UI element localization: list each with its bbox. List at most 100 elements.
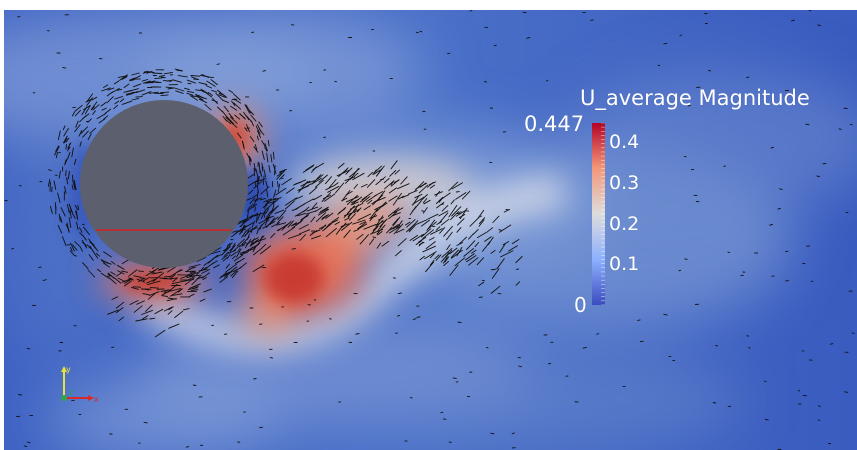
vector-glyph [769, 224, 774, 226]
vector-glyph [448, 204, 458, 218]
vector-glyph [424, 251, 437, 260]
vector-glyph [265, 180, 268, 188]
vector-glyph [65, 169, 67, 177]
vector-glyph [277, 183, 281, 193]
vector-glyph [266, 152, 269, 163]
vector-glyph [222, 99, 229, 104]
vector-glyph [131, 91, 139, 95]
vector-glyph [252, 238, 267, 244]
vector-glyph [114, 96, 124, 100]
vector-glyph [96, 268, 102, 273]
vector-glyph [397, 238, 407, 247]
vector-glyph [723, 165, 726, 167]
vector-glyph [428, 237, 435, 241]
vector-glyph [322, 223, 332, 232]
vector-glyph [142, 80, 151, 84]
vector-glyph [323, 136, 326, 139]
vector-glyph [388, 195, 398, 202]
vector-glyph [100, 101, 107, 107]
vector-glyph [318, 208, 328, 214]
vector-glyph [172, 277, 178, 283]
vector-glyph [384, 180, 395, 190]
vector-glyph [273, 197, 282, 201]
vector-glyph [118, 316, 125, 322]
vector-glyph [372, 169, 377, 175]
vector-glyph [496, 258, 505, 270]
vector-glyph [272, 189, 277, 199]
vector-glyph [490, 249, 496, 254]
vector-glyph [84, 105, 91, 115]
vector-glyph [174, 87, 185, 92]
vector-glyph [393, 223, 404, 235]
vector-glyph [268, 164, 271, 173]
vector-glyph [397, 315, 401, 317]
vector-glyph [438, 210, 449, 217]
vector-glyph [434, 254, 440, 260]
vector-glyph [389, 224, 399, 231]
vector-glyph [276, 226, 285, 231]
vector-glyph [438, 212, 449, 224]
vector-glyph [367, 171, 373, 178]
vector-glyph [337, 207, 347, 215]
vector-glyph [396, 192, 402, 200]
vector-glyph [261, 162, 264, 169]
vector-glyph [428, 181, 437, 186]
vector-glyph [210, 79, 218, 86]
vector-glyph [360, 183, 368, 188]
vector-glyph [376, 220, 385, 226]
vector-glyph [419, 255, 425, 261]
vector-glyph [352, 201, 359, 205]
vector-glyph [363, 205, 371, 211]
vector-glyph [263, 198, 271, 203]
vector-glyph [582, 346, 587, 349]
vector-glyph [168, 323, 180, 329]
vector-glyph [256, 123, 262, 133]
vector-glyph [131, 72, 140, 76]
vector-glyph [477, 209, 485, 219]
vector-glyph [208, 254, 219, 264]
vector-glyph [86, 93, 93, 102]
vector-glyph [222, 246, 231, 252]
vector-glyph [478, 281, 485, 287]
vector-glyph [254, 144, 258, 151]
vector-glyph [411, 200, 422, 213]
vector-glyph [392, 199, 398, 206]
vector-glyph [62, 66, 67, 69]
vector-glyph [468, 257, 479, 266]
vector-glyph [490, 432, 495, 435]
vector-glyph [230, 270, 238, 277]
vector-glyph [243, 230, 251, 237]
vector-glyph [454, 257, 466, 267]
vector-glyph [154, 329, 166, 338]
vector-glyph [111, 261, 116, 265]
vector-glyph [261, 243, 267, 249]
vector-glyph [348, 213, 356, 221]
vector-glyph [373, 191, 384, 197]
render-viewport[interactable]: U_average Magnitude 0.447 0.4 0.3 0.2 0.… [4, 10, 857, 450]
vector-glyph [357, 221, 367, 230]
vector-glyph [816, 175, 820, 178]
vector-glyph [361, 192, 373, 201]
vector-glyph [341, 190, 351, 202]
vector-glyph [191, 274, 202, 286]
vector-glyph [223, 251, 230, 257]
vector-glyph [281, 178, 292, 186]
vector-glyph [468, 233, 474, 240]
vector-glyph [148, 91, 159, 94]
vector-glyph [160, 91, 170, 94]
vector-glyph [335, 182, 345, 194]
vector-glyph [476, 232, 487, 239]
vector-glyph [69, 247, 73, 252]
vector-glyph [352, 172, 365, 181]
vector-glyph [110, 271, 116, 276]
vector-glyph [242, 141, 245, 148]
vector-glyph [429, 184, 435, 189]
vector-glyph [276, 170, 286, 180]
vector-glyph [213, 254, 222, 259]
vector-glyph [224, 272, 229, 277]
vector-glyph [249, 243, 259, 250]
vector-glyph [448, 181, 459, 192]
vector-glyph [261, 166, 264, 172]
orientation-axes-icon[interactable]: y z x [52, 362, 102, 407]
vector-glyph [298, 224, 309, 230]
